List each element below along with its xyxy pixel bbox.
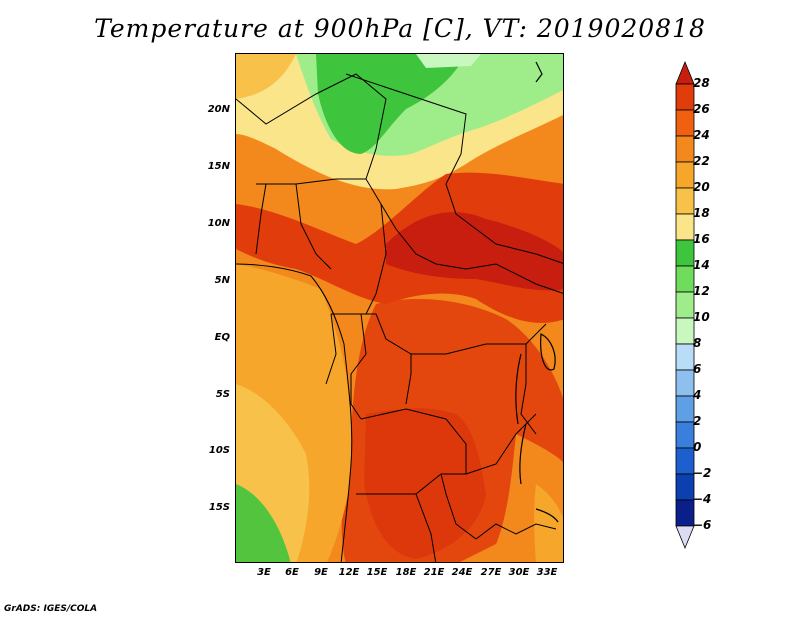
colorbar-swatch <box>675 265 695 293</box>
colorbar-swatch <box>675 291 695 319</box>
colorbar-label: 12 <box>693 284 710 298</box>
lon-label-9e: 9E <box>314 567 328 578</box>
lon-label-6e: 6E <box>285 567 299 578</box>
colorbar-label: 14 <box>693 258 710 272</box>
colorbar-swatch <box>675 317 695 345</box>
lon-label-30e: 30E <box>508 567 530 578</box>
footer-credit: GrADS: IGES/COLA <box>4 604 98 614</box>
lat-label-15s: 15S <box>208 502 230 513</box>
colorbar-label: 22 <box>693 154 710 168</box>
lat-label-15n: 15N <box>207 161 230 172</box>
isotherm-band-22-se <box>534 484 563 562</box>
lat-label-10s: 10S <box>208 445 230 456</box>
colorbar-swatch <box>675 135 695 163</box>
colorbar <box>675 60 695 550</box>
colorbar-swatch <box>675 447 695 475</box>
isotherm-band-20-nw <box>236 54 296 99</box>
colorbar-label: 0 <box>693 440 702 454</box>
colorbar-swatch <box>675 161 695 189</box>
colorbar-swatch <box>675 187 695 215</box>
colorbar-label: 10 <box>693 310 710 324</box>
colorbar-swatch <box>675 239 695 267</box>
temperature-map <box>235 53 564 563</box>
lon-label-12e: 12E <box>338 567 360 578</box>
lon-label-15e: 15E <box>366 567 388 578</box>
lon-label-18e: 18E <box>395 567 417 578</box>
lat-label-5s: 5S <box>215 389 230 400</box>
lon-label-24e: 24E <box>451 567 473 578</box>
colorbar-swatch <box>675 109 695 137</box>
isotherm-band-10 <box>416 54 481 68</box>
colorbar-label: 18 <box>693 206 710 220</box>
colorbar-swatch <box>675 343 695 371</box>
colorbar-swatch <box>675 213 695 241</box>
colorbar-label: 26 <box>693 102 710 116</box>
lat-label-5n: 5N <box>214 275 230 286</box>
colorbar-swatch <box>675 83 695 111</box>
colorbar-swatch <box>675 473 695 501</box>
lat-label-eq: EQ <box>214 332 230 343</box>
colorbar-bottom-triangle <box>675 525 695 550</box>
colorbar-label: −6 <box>693 518 712 532</box>
isotherm-band-26-south <box>341 299 563 562</box>
lat-label-10n: 10N <box>207 218 230 229</box>
lon-label-27e: 27E <box>480 567 502 578</box>
isotherm-band-14 <box>316 54 466 154</box>
isotherm-band-14-sw <box>236 484 291 562</box>
colorbar-swatch <box>675 499 695 527</box>
chart-title: Temperature at 900hPa [C], VT: 201902081… <box>94 14 706 43</box>
colorbar-top-triangle <box>675 60 695 85</box>
lon-label-21e: 21E <box>423 567 445 578</box>
map-canvas <box>236 54 563 562</box>
lakes <box>515 61 559 523</box>
coastline <box>236 263 353 562</box>
colorbar-label: −4 <box>693 492 712 506</box>
lon-label-33e: 33E <box>536 567 558 578</box>
lon-label-3e: 3E <box>257 567 271 578</box>
colorbar-label: 16 <box>693 232 710 246</box>
colorbar-label: 6 <box>693 362 702 376</box>
colorbar-label: 8 <box>693 336 702 350</box>
isotherm-band-28-north <box>386 212 563 291</box>
colorbar-label: −2 <box>693 466 712 480</box>
colorbar-swatch <box>675 369 695 397</box>
colorbar-label: 20 <box>693 180 710 194</box>
colorbar-swatch <box>675 395 695 423</box>
colorbar-label: 2 <box>693 414 702 428</box>
colorbar-label: 4 <box>693 388 702 402</box>
colorbar-swatch <box>675 421 695 449</box>
lat-label-20n: 20N <box>207 104 230 115</box>
colorbar-label: 24 <box>693 128 710 142</box>
colorbar-label: 28 <box>693 76 710 90</box>
